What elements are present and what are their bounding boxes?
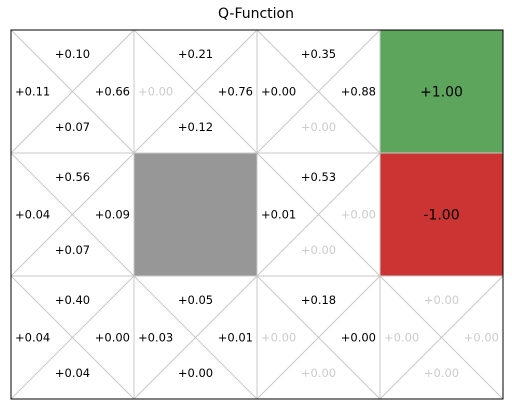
- cell-r0-c1-q-up: +0.21: [178, 47, 213, 61]
- cell-r2-c2-q-right: +0.00: [341, 331, 376, 345]
- cell-r1-c2-q-up: +0.53: [301, 170, 336, 184]
- cell-r0-c0-q-up: +0.10: [55, 47, 90, 61]
- cell-r2-c0-q-right: +0.00: [95, 331, 130, 345]
- cell-r0-c1-q-down: +0.12: [178, 120, 213, 134]
- cell-r1-c1-wall: [134, 153, 257, 276]
- cell-r0-c3-terminal-value: +1.00: [420, 85, 463, 101]
- cell-r1-c0-q-left: +0.04: [15, 208, 50, 222]
- cell-r2-c3-q-up: +0.00: [424, 293, 459, 307]
- cell-r0-c2-q-right: +0.88: [341, 85, 376, 99]
- cell-r2-c2-q-up: +0.18: [301, 293, 336, 307]
- cell-r2-c1-q-right: +0.01: [218, 331, 253, 345]
- diagram-title: Q-Function: [217, 6, 294, 22]
- cell-r1-c0-diagonal-b: [10, 152, 135, 277]
- cell-r0-c2-diagonal-b: [256, 29, 381, 154]
- cell-r2-c0-q-left: +0.04: [15, 331, 50, 345]
- cell-r2-c1-q-up: +0.05: [178, 293, 213, 307]
- cell-r0-c0-q-down: +0.07: [55, 120, 90, 134]
- cell-r1-c2-q-left: +0.01: [261, 208, 296, 222]
- cell-r2-c3-q-right: +0.00: [464, 331, 499, 345]
- cell-r2-c0-diagonal-b: [10, 275, 135, 400]
- cell-r1-c2-diagonal-b: [256, 152, 381, 277]
- cell-r0-c2-q-up: +0.35: [301, 47, 336, 61]
- cell-r2-c3-q-down: +0.00: [424, 366, 459, 380]
- cell-r2-c2-diagonal-b: [256, 275, 381, 400]
- cell-r1-c0-q-right: +0.09: [95, 208, 130, 222]
- cell-r1-c3-terminal-value: -1.00: [423, 208, 459, 224]
- cell-r2-c3-q-left: +0.00: [384, 331, 419, 345]
- cell-r0-c2-q-down: +0.00: [301, 120, 336, 134]
- cell-r0-c0-q-left: +0.11: [15, 85, 50, 99]
- cell-r2-c2-q-left: +0.00: [261, 331, 296, 345]
- cell-r0-c0-q-right: +0.66: [95, 85, 130, 99]
- cell-r1-c2-q-right: +0.00: [341, 208, 376, 222]
- cell-r0-c3-terminal: [380, 30, 503, 153]
- cell-r2-c1-diagonal-b: [133, 275, 258, 400]
- cell-r1-c2-q-down: +0.00: [301, 243, 336, 257]
- cell-r0-c1-q-right: +0.76: [218, 85, 253, 99]
- cell-r1-c0-q-up: +0.56: [55, 170, 90, 184]
- cell-r0-c2-q-left: +0.00: [261, 85, 296, 99]
- grid-border: [10, 29, 504, 400]
- cell-r0-c0-diagonal-b: [10, 29, 135, 154]
- cell-r1-c0-q-down: +0.07: [55, 243, 90, 257]
- cell-r1-c3-terminal: [380, 153, 503, 276]
- cell-r2-c1-q-down: +0.00: [178, 366, 213, 380]
- cell-r2-c1-q-left: +0.03: [138, 331, 173, 345]
- cell-r2-c0-q-up: +0.40: [55, 293, 90, 307]
- cell-r0-c1-diagonal-b: [133, 29, 258, 154]
- cell-r2-c3-diagonal-b: [379, 275, 504, 400]
- cell-r2-c2-q-down: +0.00: [301, 366, 336, 380]
- cell-r0-c1-q-left: +0.00: [138, 85, 173, 99]
- cell-r2-c0-q-down: +0.04: [55, 366, 90, 380]
